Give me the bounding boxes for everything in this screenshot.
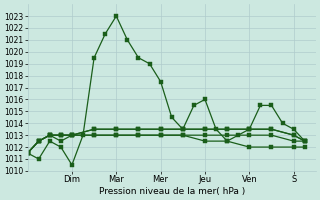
X-axis label: Pression niveau de la mer( hPa ): Pression niveau de la mer( hPa ) — [99, 187, 245, 196]
